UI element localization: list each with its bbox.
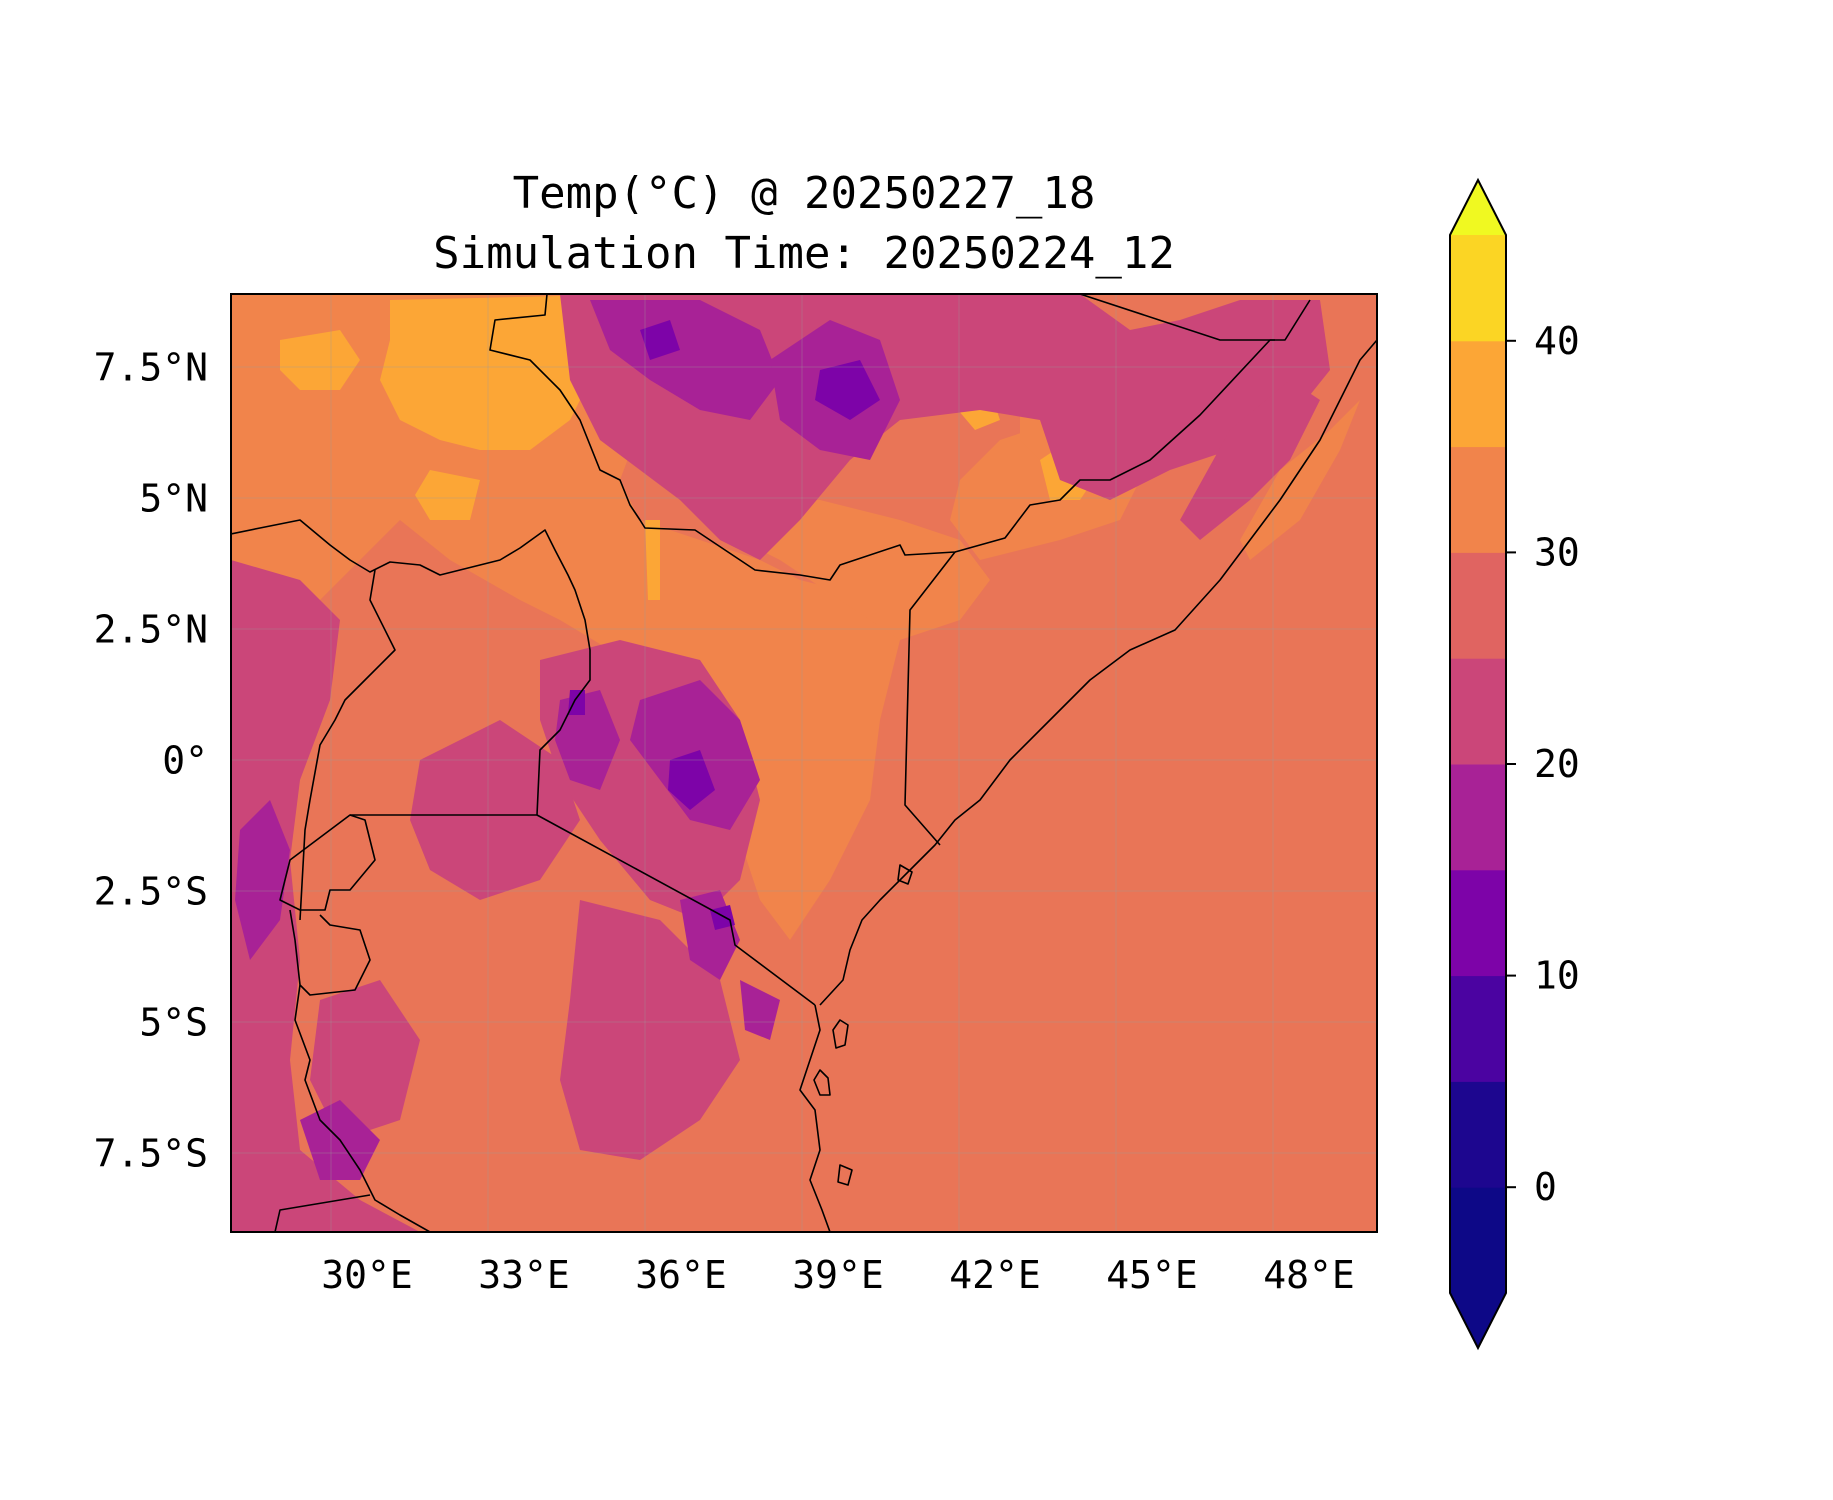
colorbar-ticks: 0 10 20 30 40 (1506, 319, 1580, 1209)
colorbar-tick-label: 30 (1534, 530, 1580, 574)
x-tick-label: 42°E (949, 1253, 1041, 1297)
colorbar (1449, 177, 1507, 1351)
colorbar-extend-max (1450, 180, 1506, 235)
y-tick-label: 7.5°N (94, 345, 208, 389)
colorbar-bin (1450, 975, 1506, 1082)
colorbar-bin (1450, 446, 1506, 553)
x-axis-ticks: 30°E 33°E 36°E 39°E 42°E 45°E 48°E (321, 1253, 1354, 1297)
colorbar-bin (1450, 552, 1506, 659)
x-tick-label: 33°E (478, 1253, 570, 1297)
land-cold-peaks (568, 320, 880, 930)
y-tick-label: 2.5°S (94, 869, 208, 913)
colorbar-bin (1450, 1187, 1506, 1294)
colorbar-tick-label: 40 (1534, 319, 1580, 363)
colorbar-outline (1449, 177, 1507, 1351)
y-tick-label: 7.5°S (94, 1131, 208, 1175)
colorbar-extend-min (1450, 1293, 1506, 1348)
colorbar-tick-label: 10 (1534, 954, 1580, 998)
colorbar-bin (1450, 340, 1506, 448)
y-tick-label: 0° (162, 738, 208, 782)
colorbar-tick-label: 0 (1534, 1165, 1557, 1209)
colorbar-bin (1450, 1081, 1506, 1188)
x-tick-label: 39°E (792, 1253, 884, 1297)
y-tick-label: 2.5°N (94, 607, 208, 651)
x-tick-label: 45°E (1106, 1253, 1198, 1297)
map-frame (230, 293, 1378, 1233)
y-axis-ticks: 7.5°N 5°N 2.5°N 0° 2.5°S 5°S 7.5°S (94, 345, 208, 1175)
x-tick-label: 36°E (635, 1253, 727, 1297)
colorbar-bin (1450, 235, 1506, 342)
y-tick-label: 5°S (139, 1000, 208, 1044)
x-tick-label: 48°E (1263, 1253, 1355, 1297)
country-borders (231, 294, 1377, 1232)
chart-title-line1: Temp(°C) @ 20250227_18 (513, 168, 1096, 219)
colorbar-bin (1450, 658, 1506, 765)
temperature-field (231, 294, 1377, 1232)
coastal-warm-strip (1240, 400, 1360, 560)
x-tick-label: 30°E (321, 1253, 413, 1297)
y-tick-label: 5°N (139, 476, 208, 520)
colorbar-bin (1450, 869, 1506, 977)
chart-title-line2: Simulation Time: 20250224_12 (433, 228, 1175, 279)
colorbar-tick-label: 20 (1534, 742, 1580, 786)
map-gridlines (231, 294, 1377, 1232)
colorbar-bin (1450, 764, 1506, 871)
